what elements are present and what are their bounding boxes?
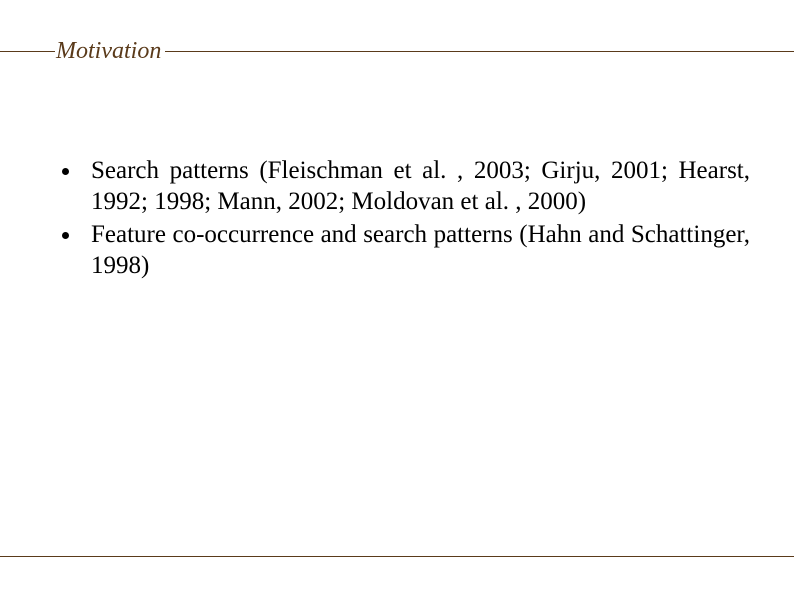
bullet-icon [62,232,69,239]
header-rule: Motivation [0,38,794,65]
list-item: Search patterns (Fleischman et al. , 200… [62,155,750,217]
list-item: Feature co-occurrence and search pattern… [62,219,750,281]
bullet-text: Feature co-occurrence and search pattern… [91,219,750,281]
slide-title: Motivation [55,38,165,65]
bullet-icon [62,168,69,175]
bullet-text: Search patterns (Fleischman et al. , 200… [91,155,750,217]
slide-body: Search patterns (Fleischman et al. , 200… [62,155,750,283]
footer-rule [0,556,794,557]
bullet-list: Search patterns (Fleischman et al. , 200… [62,155,750,281]
header-line-left [0,51,55,52]
header-line-right [165,51,794,52]
